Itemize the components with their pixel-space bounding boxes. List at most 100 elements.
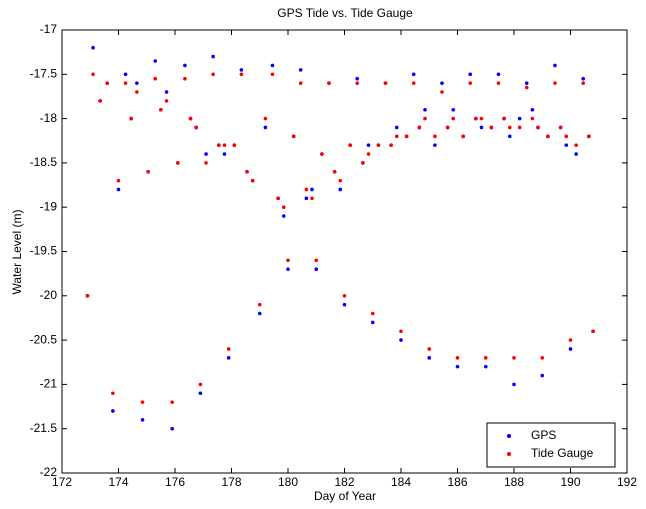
data-point (581, 81, 586, 85)
data-point (194, 125, 198, 130)
data-point (304, 187, 309, 192)
data-point (298, 81, 303, 85)
data-point (140, 418, 145, 422)
data-point (461, 134, 465, 139)
data-point (507, 134, 512, 139)
data-point (342, 302, 347, 307)
data-point (483, 356, 488, 360)
data-point (568, 338, 573, 342)
data-point (140, 400, 145, 404)
data-point (474, 116, 478, 121)
data-point (483, 364, 488, 369)
x-tick-label: 176 (165, 475, 185, 489)
plot-frame (61, 29, 628, 474)
data-point (553, 81, 557, 85)
data-point (276, 196, 280, 201)
data-point (587, 134, 591, 139)
x-tick-label: 172 (52, 475, 72, 489)
data-point (105, 81, 109, 85)
data-point (540, 356, 545, 360)
data-point (389, 143, 393, 147)
data-point (257, 311, 262, 316)
data-point (111, 391, 115, 396)
data-point (361, 161, 365, 165)
data-point (314, 267, 319, 272)
data-point (394, 134, 399, 139)
data-point (568, 347, 573, 351)
data-point (338, 178, 343, 183)
data-point (479, 116, 484, 121)
data-point (355, 76, 360, 81)
legend-label: Tide Gauge (531, 446, 594, 460)
data-point (427, 347, 432, 351)
data-point (445, 125, 450, 130)
legend-label: GPS (531, 428, 556, 442)
data-point (135, 90, 139, 94)
data-point (123, 72, 128, 77)
data-point (111, 409, 115, 413)
data-point (304, 196, 309, 201)
data-point (591, 329, 595, 334)
data-point (496, 81, 501, 85)
x-tick-label: 188 (504, 475, 524, 489)
data-point (320, 152, 324, 156)
y-tick-label: -21 (40, 377, 58, 391)
data-point (564, 143, 569, 147)
data-point (468, 72, 473, 77)
x-tick-label: 178 (221, 475, 241, 489)
x-axis-label: Day of Year (314, 489, 376, 503)
y-tick-label: -19 (40, 199, 58, 213)
data-point (129, 116, 134, 121)
data-point (98, 99, 102, 103)
chart-title: GPS Tide vs. Tide Gauge (277, 6, 413, 20)
data-point (270, 63, 275, 68)
data-point (291, 134, 296, 139)
data-point (298, 68, 303, 72)
data-point (512, 382, 516, 387)
data-point (164, 99, 169, 103)
data-point (314, 258, 319, 263)
data-point (366, 152, 371, 156)
data-point (370, 311, 375, 316)
data-point (558, 125, 563, 130)
data-point (216, 143, 221, 147)
data-point (170, 426, 174, 431)
y-axis-label: Water Level (m) (10, 210, 24, 295)
data-point (536, 125, 540, 130)
data-point (423, 107, 427, 112)
data-point (517, 116, 522, 121)
data-point (257, 302, 262, 307)
data-point (479, 125, 484, 130)
data-point (183, 63, 187, 68)
data-point (327, 81, 331, 85)
data-point (146, 169, 150, 174)
data-point (564, 134, 569, 139)
data-point (440, 81, 444, 85)
y-tick-label: -20.5 (30, 332, 58, 346)
data-point (188, 116, 193, 121)
data-point (270, 72, 275, 77)
data-point (496, 72, 501, 77)
data-point (546, 134, 550, 139)
data-point (399, 338, 403, 342)
y-tick-label: -21.5 (30, 421, 58, 435)
data-point (85, 294, 90, 298)
data-point (332, 169, 337, 174)
data-point (517, 125, 522, 130)
data-point (286, 258, 290, 263)
data-point (159, 107, 163, 112)
data-point (581, 76, 586, 81)
data-point (423, 116, 427, 121)
y-tick-label: -20 (40, 288, 58, 302)
data-point (211, 54, 215, 59)
data-point (222, 143, 227, 147)
data-point (366, 143, 371, 147)
x-tick-label: 184 (391, 475, 411, 489)
data-point (310, 187, 314, 192)
data-point (263, 116, 268, 121)
data-point (411, 81, 416, 85)
data-point (239, 72, 244, 77)
data-point (394, 125, 399, 130)
data-point (524, 81, 529, 85)
data-point (286, 267, 290, 272)
